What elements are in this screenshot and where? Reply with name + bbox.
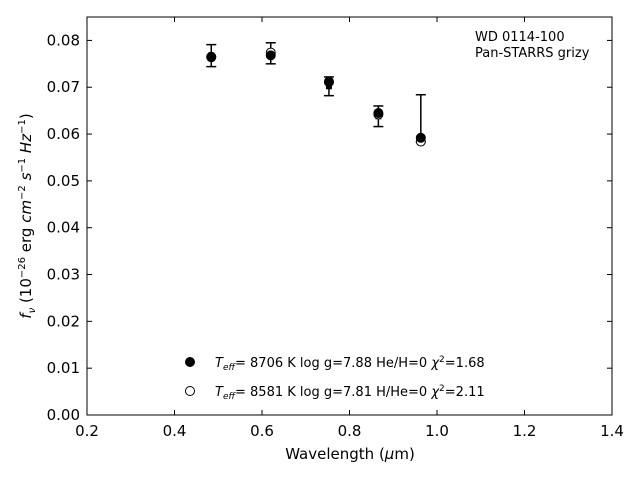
y-axis-ticks: 0.00 0.01 0.02 0.03 0.04 0.05 0.06 0.07 0.08 [47,31,612,424]
x-tick-label: 1.2 [513,422,537,440]
annotation-object: WD 0114-100 [475,30,565,45]
plot-area [86,16,613,416]
model-point-filled [323,77,334,88]
x-tick-label: 0.4 [163,422,187,440]
x-tick-label: 0.6 [250,422,274,440]
x-tick-label: 1.4 [600,422,624,440]
model-point-filled [206,51,217,62]
model-point-filled [373,107,384,118]
y-tick-label: 0.00 [47,406,80,424]
model-point-filled [415,132,426,143]
y-tick-label: 0.01 [47,359,80,377]
legend-entry-1: Teff= 8706 K log g=7.88 He/H=0 χ2=1.68 [215,355,485,373]
y-axis-title: fν (10−26 erg cm−2 s−1 Hz−1) [17,113,38,318]
data-markers [206,47,426,147]
x-tick-label: 0.2 [75,422,99,440]
annotation-survey: Pan-STARRS grizy [475,46,590,61]
x-tick-label: 1.0 [425,422,449,440]
y-tick-label: 0.05 [47,172,80,190]
legend-marker-filled [185,357,195,367]
x-axis-title: Wavelength (μm) [285,445,415,463]
y-tick-label: 0.07 [47,78,80,96]
legend-marker-open [185,386,195,396]
legend: Teff= 8706 K log g=7.88 He/H=0 χ2=1.68 T… [185,355,485,402]
legend-entry-2: Teff= 8581 K log g=7.81 H/He=0 χ2=2.11 [215,384,485,402]
y-tick-label: 0.03 [47,266,80,284]
x-axis-ticks: 0.2 0.4 0.6 0.8 1.0 1.2 1.4 [75,17,624,440]
y-tick-label: 0.06 [47,125,80,143]
model-point-filled [265,50,276,61]
y-tick-label: 0.08 [47,31,80,49]
y-tick-label: 0.02 [47,312,80,330]
x-tick-label: 0.8 [338,422,362,440]
y-tick-label: 0.04 [47,219,80,237]
